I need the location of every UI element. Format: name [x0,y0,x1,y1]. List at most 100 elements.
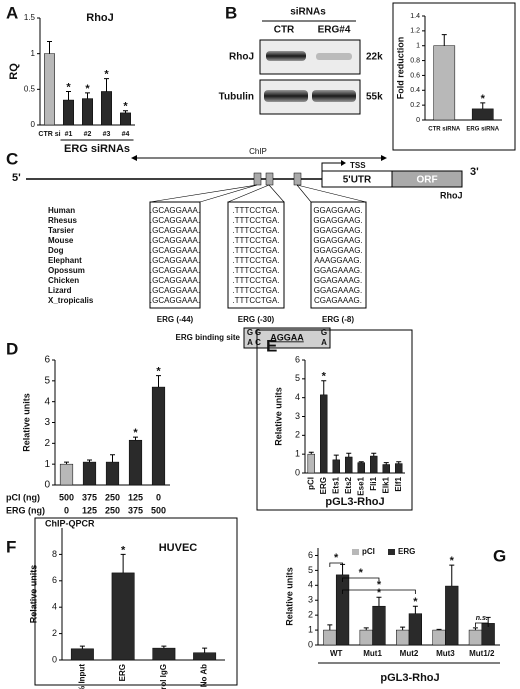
row-value: 500 [151,505,166,515]
panel-letter: G [493,546,506,565]
bar [307,453,315,474]
bar [105,461,120,486]
y-tick-label: 0 [416,117,420,124]
species: X_tropicalis [48,296,94,305]
sequence: GGAGGAAG. [313,216,362,225]
row-value: 250 [105,505,120,515]
x-tick-label: #1 [65,131,73,138]
alignment-label: ERG (-8) [322,315,354,324]
sequence: .TTTCCTGA. [232,276,279,285]
bar [408,613,422,646]
chart-subtitle: HUVEC [159,542,198,554]
panel-frame [34,517,238,686]
bar [128,439,143,486]
error-bar [358,461,364,463]
sequence: .TTTCCTGA. [232,206,279,215]
sequence: GGAGGAAG. [313,246,362,255]
sequence: .GCAGGAAA. [150,226,200,235]
group-label: ERG siRNAs [64,143,130,155]
bar [396,629,410,646]
error-bar [87,459,92,463]
chip-label: ChIP [249,147,267,156]
y-tick-label: 0 [308,639,313,649]
tss-label: TSS [350,161,366,170]
error-bar [371,452,377,457]
x-axis-label: pGL3-RhoJ [380,672,439,684]
bar [332,459,340,474]
bar [468,629,483,646]
error-bar [485,616,491,624]
error-bar [79,645,85,649]
sequence: .GCAGGAAA. [150,266,200,275]
y-tick-label: 0 [52,654,57,664]
bar [63,99,74,126]
x-tick-label: pCI [306,477,315,490]
error-bar [161,645,167,649]
bar [101,91,112,126]
gene-label: RhoJ [440,190,463,200]
x-tick-label: Elk1 [381,476,390,493]
error-bar [64,461,69,465]
alignment-box [149,201,201,309]
error-bar [110,454,115,463]
orf-box [391,170,463,188]
error-bar [480,102,486,109]
significance: * [104,69,109,81]
size-label: 22k [366,52,383,63]
annotation: * [334,552,339,564]
panel-letter: F [6,537,16,556]
band [264,90,308,102]
y-tick-label: 4 [295,392,300,402]
significance: * [481,93,486,105]
site-letter: A [321,338,327,347]
sequence: .TTTCCTGA. [232,236,279,245]
significance: * [413,596,418,608]
x-tick-label: Control IgG [159,664,168,689]
y-tick-label: 1 [44,459,50,470]
three-prime: 3' [470,166,479,178]
y-tick-label: 3 [308,595,313,605]
legend-swatch [352,549,359,555]
bar [111,572,135,661]
error-bar [412,605,418,614]
bar [59,463,74,486]
y-tick-label: 1.2 [410,28,420,35]
alignment-label: ERG (-30) [238,315,275,324]
panel-letter: A [6,3,18,22]
binding-site-box [243,327,331,349]
panel-letter: B [225,3,237,22]
bar [382,464,390,474]
site-letter: G [247,328,253,337]
x-tick-label: CTR siRNA [428,127,461,133]
band [312,90,356,102]
species: Elephant [48,256,82,265]
bar [193,652,217,661]
bar [82,98,93,126]
y-tick-label: 0 [295,467,300,477]
sequence: .TTTCCTGA. [232,296,279,305]
legend-label: pCI [362,547,375,556]
y-tick-label: 1 [295,449,300,459]
row-value: 375 [128,505,143,515]
sequence: CGAGAAAG. [314,296,362,305]
row-label: pCI (ng) [6,492,40,502]
x-tick-label: No Ab [200,664,209,687]
y-tick-label: 0.2 [410,102,420,109]
panel-letter: E [266,336,277,355]
x-tick-label: #4 [122,131,130,138]
significance: * [450,555,455,567]
significance: * [377,587,382,599]
error-bar [400,626,406,631]
bar [335,574,350,646]
row-label: ERG (ng) [6,505,45,515]
x-tick-label: CTR si [38,131,60,138]
annotation: * [377,579,382,591]
x-tick-label: #2 [84,131,92,138]
bar [372,605,386,646]
y-tick-label: 0.8 [410,57,420,64]
species: Dog [48,246,64,255]
row-value: 125 [128,492,143,502]
error-bar [436,628,442,631]
